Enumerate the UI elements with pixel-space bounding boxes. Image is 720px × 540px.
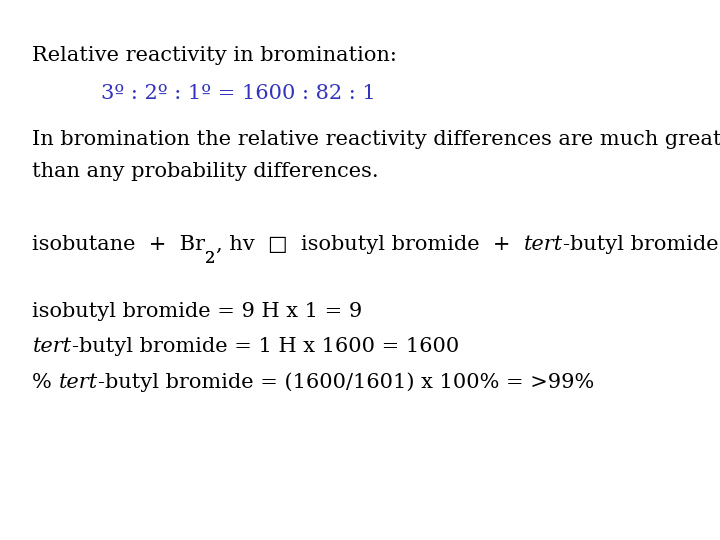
Text: tert: tert <box>32 338 71 356</box>
Text: isobutane  +  Br: isobutane + Br <box>0 539 1 540</box>
Text: -butyl bromide = 1 H x 1600 = 1600: -butyl bromide = 1 H x 1600 = 1600 <box>71 338 459 356</box>
Text: tert: tert <box>59 373 98 392</box>
Text: , hv  □  isobutyl bromide  +: , hv □ isobutyl bromide + <box>216 235 523 254</box>
Text: Relative reactivity in bromination:: Relative reactivity in bromination: <box>32 46 397 65</box>
Text: tert: tert <box>523 235 562 254</box>
Text: %: % <box>32 373 59 392</box>
Text: than any probability differences.: than any probability differences. <box>32 162 379 181</box>
Text: 2: 2 <box>205 250 216 267</box>
Text: In bromination the relative reactivity differences are much greater: In bromination the relative reactivity d… <box>32 130 720 148</box>
Text: isobutyl bromide = 9 H x 1 = 9: isobutyl bromide = 9 H x 1 = 9 <box>32 302 363 321</box>
Text: 2: 2 <box>0 539 1 540</box>
Text: -butyl bromide: -butyl bromide <box>562 235 719 254</box>
Text: -butyl bromide = (1600/1601) x 100% = >99%: -butyl bromide = (1600/1601) x 100% = >9… <box>98 373 594 392</box>
Text: isobutane  +  Br: isobutane + Br <box>32 235 205 254</box>
Text: 3º : 2º : 1º = 1600 : 82 : 1: 3º : 2º : 1º = 1600 : 82 : 1 <box>101 84 376 103</box>
Text: 2: 2 <box>205 250 216 267</box>
